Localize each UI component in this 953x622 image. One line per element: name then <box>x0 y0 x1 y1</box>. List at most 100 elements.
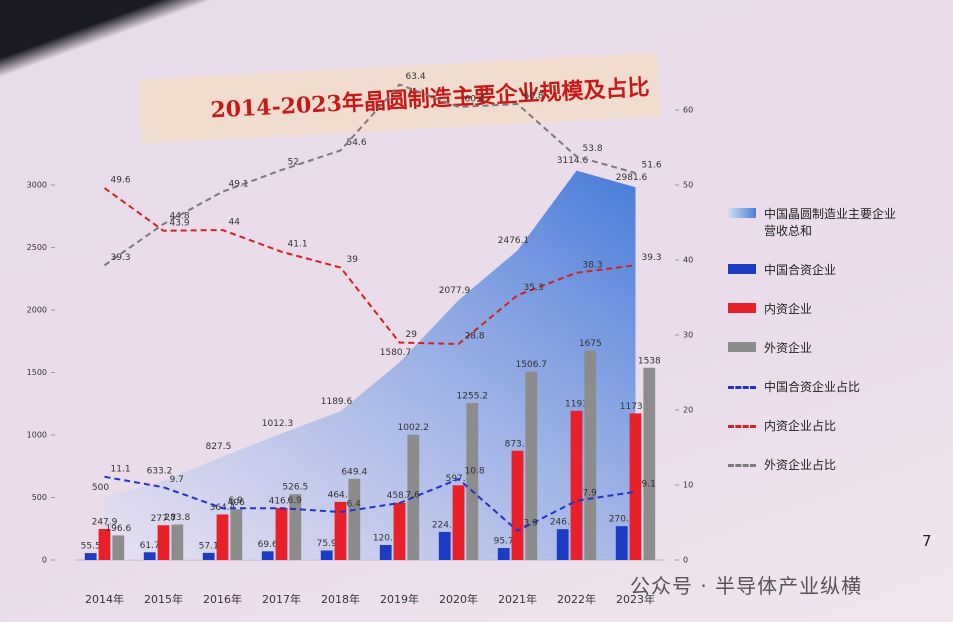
area-label: 827.5 <box>206 442 232 452</box>
bar-label: 247.9 <box>92 518 118 528</box>
bar-label: 283.8 <box>164 513 190 523</box>
area-label: 500 <box>92 483 109 493</box>
area-label: 1580.7 <box>380 348 412 358</box>
watermark: 公众号 · 半导体产业纵横 <box>630 574 863 598</box>
legend-label: 中国晶圆制造业主要企业营收总和 <box>764 207 897 238</box>
page-number: 7 <box>922 532 932 550</box>
line-label: 6.4 <box>347 500 362 510</box>
bar-label: 55.5 <box>81 542 101 552</box>
y2-tick-label: 30 <box>683 331 693 340</box>
legend-swatch <box>728 425 756 428</box>
bar <box>261 551 274 560</box>
bar-label: 464.8 <box>328 490 354 500</box>
area <box>104 170 636 561</box>
bar <box>584 350 597 560</box>
area-label: 1012.3 <box>262 419 294 429</box>
x-tick-label: 2022年 <box>557 592 596 606</box>
y-tick-label: 500 <box>32 493 47 502</box>
y-tick-label: 1500 <box>27 368 47 377</box>
bar-label: 75.9 <box>317 539 337 549</box>
legend-item: 中国晶圆制造业主要企业营收总和 <box>728 205 898 239</box>
line-label: 63.4 <box>406 72 426 82</box>
x-tick-label: 2021年 <box>498 592 537 606</box>
line-label: 53.8 <box>583 144 603 154</box>
bar <box>334 501 347 560</box>
line-label: 28.8 <box>465 332 485 342</box>
area-label: 2476.1 <box>498 236 530 246</box>
bar-label: 526.5 <box>282 483 308 493</box>
bar-label: 1675 <box>579 339 602 349</box>
bar-label: 406 <box>228 498 245 508</box>
x-tick-label: 2016年 <box>203 592 242 606</box>
legend-label: 中国合资企业占比 <box>764 380 861 394</box>
area-label: 1189.6 <box>321 397 353 407</box>
legend-swatch <box>728 464 756 467</box>
bar <box>230 509 243 560</box>
line-label: 9.7 <box>170 475 184 485</box>
bar <box>629 413 642 560</box>
x-tick-label: 2015年 <box>144 592 183 606</box>
chart-title: 2014-2023年晶圆制造主要企业规模及占比 <box>210 75 650 124</box>
line-label: 29 <box>406 330 418 340</box>
legend-label: 外资企业 <box>764 341 813 355</box>
bar-label: 277.7 <box>151 514 177 524</box>
y2-tick-label: 50 <box>683 181 693 190</box>
bar <box>216 514 229 560</box>
bar-label: 1255.2 <box>457 392 489 402</box>
bar <box>84 553 97 560</box>
line-label: 9.1 <box>642 479 656 489</box>
bar-label: 69.6 <box>258 540 278 550</box>
x-tick-label: 2017年 <box>262 592 301 606</box>
y-tick-label: 2500 <box>27 243 47 252</box>
legend-label: 中国合资企业 <box>764 263 837 277</box>
bar <box>157 525 170 560</box>
bar <box>570 410 583 560</box>
legend-swatch <box>728 208 756 218</box>
bar <box>393 502 406 560</box>
legend-swatch <box>728 342 756 352</box>
bar <box>556 529 569 560</box>
line-label: 60.8 <box>524 92 544 102</box>
bar <box>171 524 184 560</box>
line-label: 41.1 <box>288 239 308 249</box>
legend-item: 内资企业 <box>728 300 898 317</box>
bar-label: 1538 <box>638 356 661 366</box>
legend-label: 内资企业占比 <box>764 419 837 433</box>
legend-item: 外资企业占比 <box>728 456 898 473</box>
y2-tick-label: 60 <box>683 106 693 115</box>
legend-item: 中国合资企业 <box>728 261 898 278</box>
legend-swatch <box>728 386 756 389</box>
line-label: 44.8 <box>170 212 190 222</box>
bar <box>438 531 451 560</box>
bar <box>202 552 215 560</box>
bar-label: 57.1 <box>199 541 219 551</box>
bar-label: 1173.1 <box>620 402 652 412</box>
line-label: 39.3 <box>111 253 131 263</box>
y-tick-label: 2000 <box>27 306 47 315</box>
x-tick-label: 2019年 <box>380 592 419 606</box>
area-label: 2981.6 <box>616 173 648 183</box>
bar-label: 1002.2 <box>398 423 430 433</box>
line-label: 51.6 <box>642 161 662 171</box>
line-label: 7.9 <box>583 488 598 498</box>
legend-label: 外资企业占比 <box>764 458 837 472</box>
line-label: 6.9 <box>288 496 303 506</box>
area-label: 633.2 <box>147 466 173 476</box>
x-tick-label: 2020年 <box>439 592 478 606</box>
bar-label: 649.4 <box>341 467 367 477</box>
legend-swatch <box>728 264 756 274</box>
line-label: 52 <box>288 158 299 168</box>
line <box>103 187 636 346</box>
bar-label: 458.1 <box>387 491 413 501</box>
line-label: 3.9 <box>524 518 539 528</box>
bar <box>452 485 465 560</box>
y-tick-label: 0 <box>42 556 47 565</box>
line-label: 10.8 <box>465 467 485 477</box>
y2-tick-label: 20 <box>683 406 693 415</box>
bar <box>643 367 656 560</box>
bar-label: 196.6 <box>105 524 131 534</box>
y-tick-label: 1000 <box>27 431 47 440</box>
bar <box>511 450 524 560</box>
